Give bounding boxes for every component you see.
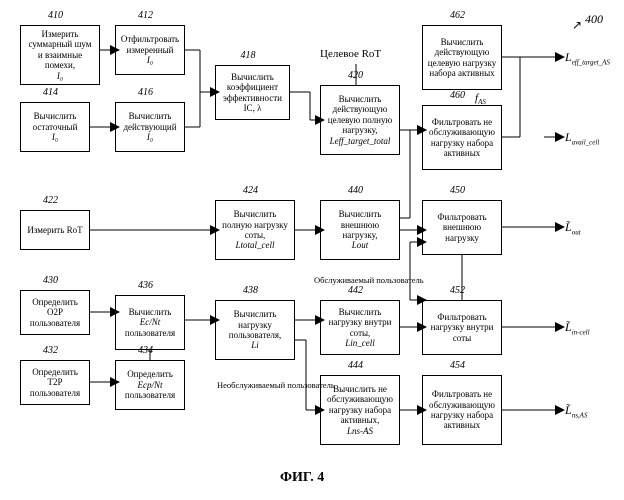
num-n440: 440 <box>348 185 363 196</box>
figure-caption: ФИГ. 4 <box>280 470 324 486</box>
num-n416: 416 <box>138 87 153 98</box>
node-n442: Вычислить нагрузку внутри соты,Lin_cell <box>320 300 400 355</box>
node-n450: Фильтровать внешнюю нагрузку <box>422 200 502 255</box>
num-n422: 422 <box>43 195 58 206</box>
num-n444: 444 <box>348 360 363 371</box>
num-n412: 412 <box>138 10 153 21</box>
node-n420: Вычислить действующую целевую полную наг… <box>320 85 400 155</box>
node-n424: Вычислить полную нагрузку соты,Ltotal_ce… <box>215 200 295 260</box>
out-leff-target-as: Leff_target_AS <box>565 50 610 66</box>
label-400: 400 <box>585 12 603 27</box>
label-served-user: Обслуживаемый пользователь <box>314 275 424 285</box>
node-n454: Фильтровать не обслуживающую нагрузку на… <box>422 375 502 445</box>
node-n412: Отфильтровать измеренныйI₀ <box>115 25 185 75</box>
node-n440: Вычислить внешнюю нагрузку,Lout <box>320 200 400 260</box>
num-n418: 418 <box>241 50 256 61</box>
node-n410: Измерить суммарный шум и взаимные помехи… <box>20 25 100 85</box>
node-n436: ВычислитьEc/Ntпользователя <box>115 295 185 350</box>
num-n454: 454 <box>450 360 465 371</box>
node-n438: Вычислить нагрузку пользователя,Li <box>215 300 295 360</box>
node-n460: Фильтровать не обслуживающую нагрузку на… <box>422 105 502 170</box>
node-n430: Определить O2P пользователя <box>20 290 90 335</box>
num-n436: 436 <box>138 280 153 291</box>
out-lout: L̃out <box>565 220 581 236</box>
num-n430: 430 <box>43 275 58 286</box>
num-n452: 452 <box>450 285 465 296</box>
node-n452: Фильтровать нагрузку внутри соты <box>422 300 502 355</box>
out-lin-cell: L̃in-cell <box>565 320 590 336</box>
label-target-rot: Целевое RoT <box>320 48 381 60</box>
label-unserved-user: Необслуживаемый пользователь <box>217 380 335 390</box>
num-n410: 410 <box>48 10 63 21</box>
node-n418: Вычислить коэффициент эффективности IC, … <box>215 65 290 120</box>
node-n462: Вычислить действующую целевую нагрузку н… <box>422 25 502 90</box>
node-n414: Вычислить остаточныйI₀ <box>20 102 90 152</box>
num-n414: 414 <box>43 87 58 98</box>
num-n438: 438 <box>243 285 258 296</box>
node-n422: Измерить RoT <box>20 210 90 250</box>
out-lns-as: L̃ns,AS <box>565 403 587 419</box>
num-n462: 462 <box>450 10 465 21</box>
num-n450: 450 <box>450 185 465 196</box>
node-n416: Вычислить действующийI₀ <box>115 102 185 152</box>
label-f-as: fAS <box>475 92 486 106</box>
node-n432: Определить T2P пользователя <box>20 360 90 405</box>
node-n434: ОпределитьEcp/Ntпользователя <box>115 360 185 410</box>
num-n442: 442 <box>348 285 363 296</box>
num-n460: 460 <box>450 90 465 101</box>
out-lavail-cell: Lavail_cell <box>565 130 599 146</box>
num-n424: 424 <box>243 185 258 196</box>
arrow-400: ↗ <box>572 18 582 33</box>
num-n432: 432 <box>43 345 58 356</box>
num-n420: 420 <box>348 70 363 81</box>
